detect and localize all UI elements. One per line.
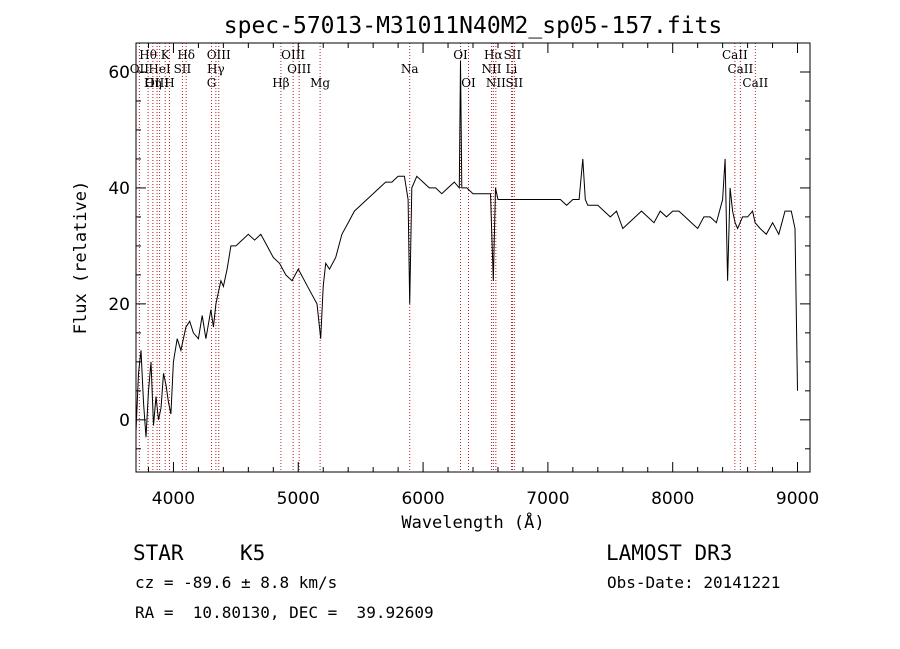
chart-title: spec-57013-M31011N40M2_sp05-157.fits [224,13,723,39]
spectral-line-label: Li [506,62,518,76]
y-tick-label: 20 [108,295,130,315]
spectral-line-label: Hα [484,48,503,62]
plot-frame [135,42,811,473]
spectral-line-label: NII [486,76,506,90]
spectral-line-label: OIII [145,76,169,90]
x-axis-label: Wavelength (Å) [401,511,544,533]
spectral-line-label: SII [174,62,192,76]
survey-name: LAMOST DR3 [606,541,733,565]
spectral-line-label: OIII [287,62,311,76]
spectral-line-label: NII [481,62,501,76]
y-tick-label: 40 [108,179,130,199]
spectral-line-label: CaII [742,76,768,90]
redshift-velocity: cz = -89.6 ± 8.8 km/s [135,573,338,592]
spectral-line-label: OIII [207,48,231,62]
spectral-line-label: Hγ [207,62,225,76]
x-tick-label: 8000 [651,489,694,509]
spectral-line-label: H [164,76,174,90]
spectral-line-label: G [207,76,217,90]
spectral-line-label: Hη [144,76,162,90]
spectral-line-label: HeI [148,62,171,76]
spectrum-line [135,60,798,438]
x-tick-label: 5000 [277,489,320,509]
y-tick-label: 60 [108,63,130,83]
spectral-line-label: OI [461,76,476,90]
spectral-line-label: CaII [722,48,748,62]
y-tick-label: 0 [119,411,130,431]
x-tick-label: 6000 [401,489,444,509]
spectral-line-label: OI [453,48,468,62]
x-tick-label: 4000 [152,489,195,509]
spectral-line-label: Hβ [272,76,289,90]
observation-date: Obs-Date: 20141221 [607,573,781,592]
spectral-line-label: CaII [727,62,753,76]
spectral-line-label: OII [130,62,150,76]
coordinates: RA = 10.80130, DEC = 39.92609 [135,603,434,622]
spectral-line-label: Hδ [177,48,195,62]
object-subclass: K5 [240,541,266,565]
spectral-line-label: SII [505,76,523,90]
spectral-line-label: OIII [281,48,305,62]
spectral-line-label: SII [504,48,522,62]
spectral-line-label: K [161,48,171,62]
y-axis-label: Flux (relative) [71,181,91,335]
spectral-line-label: Mg [310,76,330,90]
x-tick-label: 9000 [776,489,819,509]
x-tick-label: 7000 [526,489,569,509]
spectral-line-label: Hθ [139,48,157,62]
spectral-line-label: Na [401,62,419,76]
object-class: STAR [133,541,184,565]
